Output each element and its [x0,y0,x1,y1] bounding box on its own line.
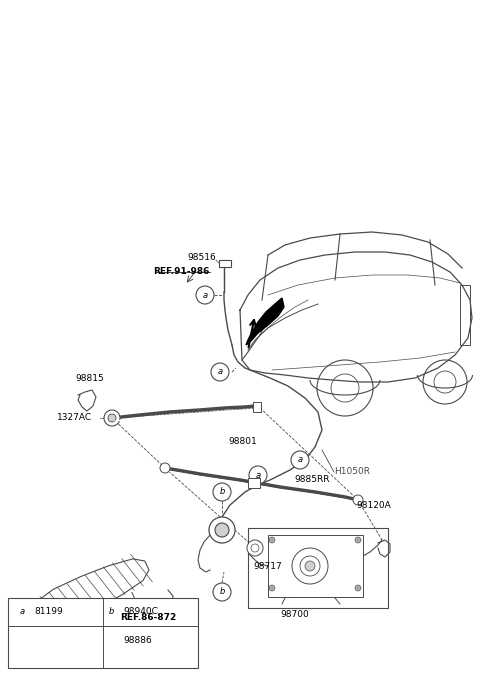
Text: 81199: 81199 [34,608,63,616]
Text: 98717: 98717 [253,562,282,571]
Circle shape [113,640,129,656]
Circle shape [305,561,315,571]
Bar [8,598,198,668]
Circle shape [196,286,214,304]
Circle shape [213,583,231,601]
Text: 9885RR: 9885RR [294,475,329,484]
Circle shape [104,410,120,426]
Text: a: a [203,291,207,299]
Text: 98815: 98815 [75,374,104,383]
Circle shape [291,451,309,469]
Bar [248,528,388,608]
Circle shape [209,517,235,543]
Bar [248,478,260,488]
Circle shape [269,585,275,591]
Text: 98700: 98700 [281,610,310,619]
Text: a: a [217,367,223,376]
Text: 98516: 98516 [187,254,216,262]
Text: 98886: 98886 [124,636,152,645]
Circle shape [353,495,363,505]
Circle shape [355,537,361,543]
Bar [460,285,470,345]
Text: b: b [108,608,114,616]
Text: 98801: 98801 [228,437,257,446]
Circle shape [215,523,229,537]
Text: 1327AC: 1327AC [57,413,92,421]
Text: b: b [219,588,225,596]
Text: a: a [255,470,261,479]
Text: a: a [298,456,302,464]
Circle shape [160,463,170,473]
Text: 98120A: 98120A [356,501,391,510]
Polygon shape [246,298,284,345]
Bar [219,260,231,267]
Circle shape [211,363,229,381]
Circle shape [249,466,267,484]
Text: REF.91-986: REF.91-986 [154,267,210,277]
Bar [268,535,363,597]
Text: H1050R: H1050R [334,468,370,476]
Circle shape [108,414,116,422]
Circle shape [213,483,231,501]
Text: REF.86-872: REF.86-872 [120,613,176,622]
Circle shape [106,633,136,663]
Text: b: b [219,487,225,497]
Circle shape [14,604,30,620]
Bar [253,402,261,412]
Circle shape [355,585,361,591]
Circle shape [103,604,119,620]
Text: a: a [19,608,24,616]
Circle shape [247,540,263,556]
Text: 98940C: 98940C [123,608,158,616]
Circle shape [269,537,275,543]
